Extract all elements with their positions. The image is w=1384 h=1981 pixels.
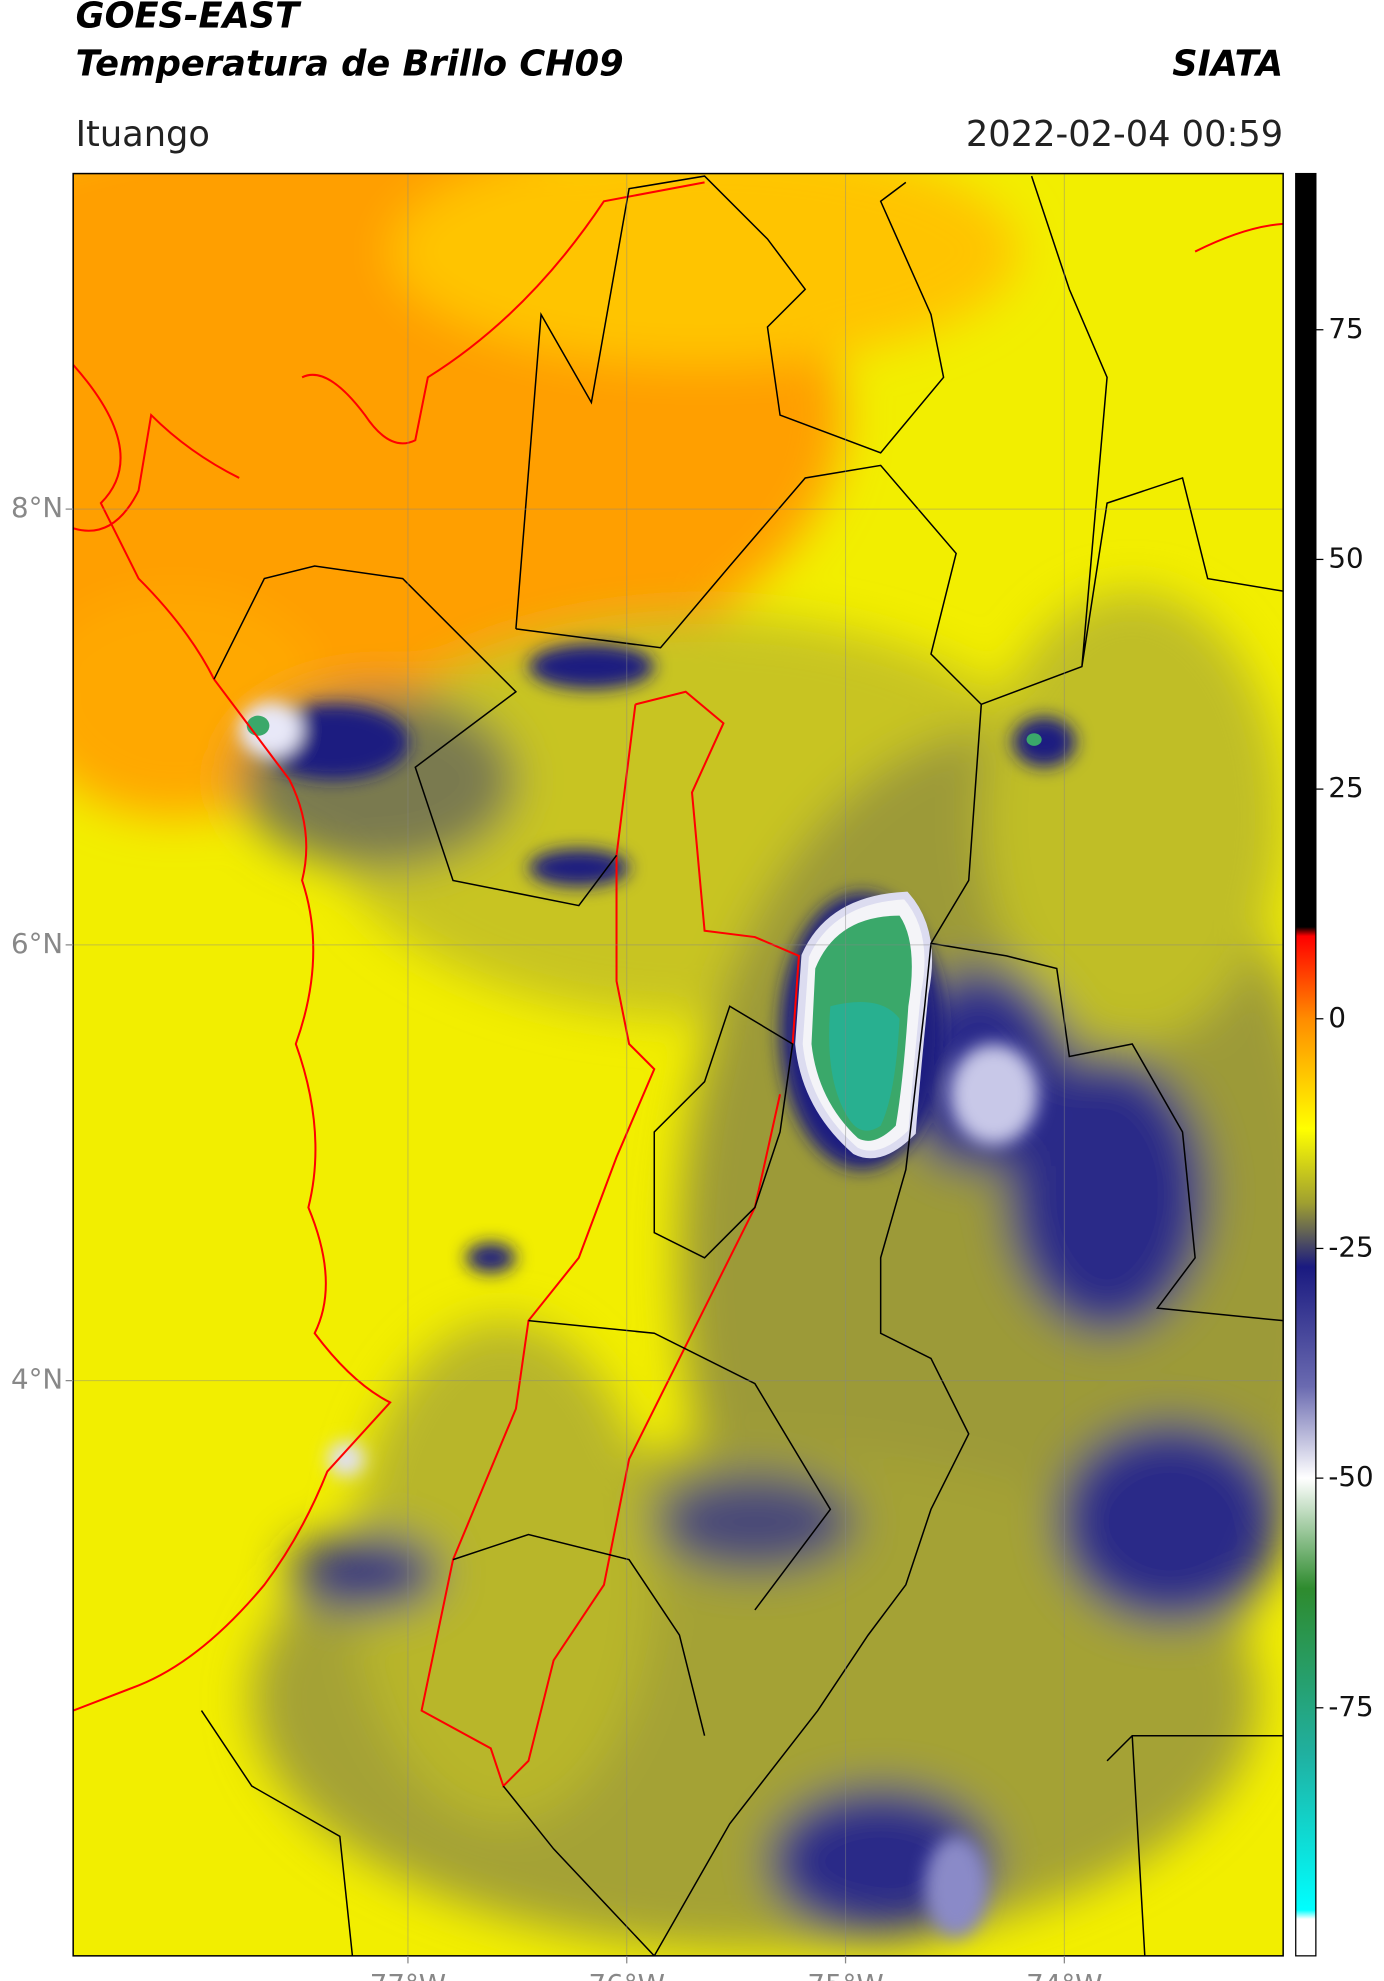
colorbar-tick-label: -25 xyxy=(1328,1230,1373,1263)
colorbar-tick-label: 0 xyxy=(1328,1001,1346,1034)
y-tick-label: 6°N xyxy=(11,927,63,960)
colorbar-tick-label: -75 xyxy=(1328,1690,1373,1723)
x-tick-label: 77°W xyxy=(370,1968,446,1981)
map-frame xyxy=(72,172,1284,1957)
timestamp: 2022-02-04 00:59 xyxy=(966,114,1283,155)
graticule xyxy=(73,173,1284,1956)
x-tick-label: 74°W xyxy=(1026,1968,1102,1981)
colorbar-tick-label: -50 xyxy=(1328,1460,1373,1493)
x-tick-label: 75°W xyxy=(807,1968,883,1981)
source: SIATA xyxy=(1172,43,1283,84)
colorbar-tick-label: 75 xyxy=(1328,312,1363,345)
location: Ituango xyxy=(76,114,210,155)
title: GOES-EAST xyxy=(76,0,302,37)
x-tick-label: 76°W xyxy=(589,1968,665,1981)
satellite-image xyxy=(73,173,1284,1956)
subtitle: Temperatura de Brillo CH09 xyxy=(76,43,624,84)
colorbar xyxy=(1295,172,1317,1957)
y-tick-label: 4°N xyxy=(11,1363,63,1396)
colorbar-tick-label: 25 xyxy=(1328,771,1363,804)
colorbar-tick-label: 50 xyxy=(1328,541,1363,574)
y-tick-label: 8°N xyxy=(11,491,63,524)
